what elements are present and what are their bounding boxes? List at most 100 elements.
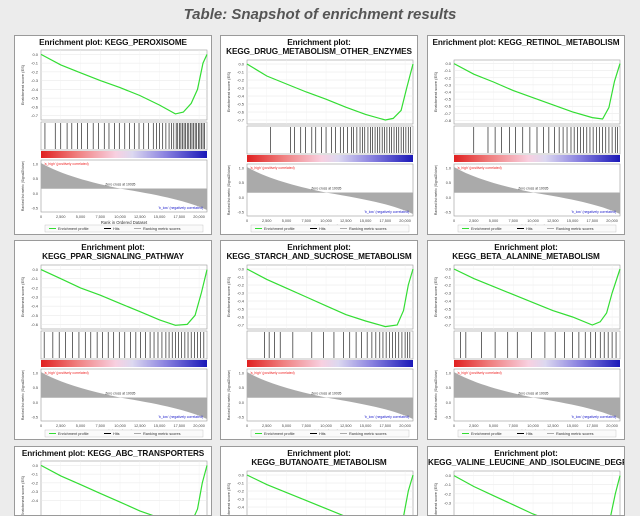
y-tick-label: -0.1 <box>31 472 39 477</box>
legend-label: Enrichment profile <box>58 227 89 231</box>
legend-box <box>457 224 617 233</box>
metric-tick-label: 1.0 <box>239 167 244 171</box>
chart-title: Enrichment plot: KEGG_STARCH_AND_SUCROSE… <box>226 243 412 261</box>
legend-label: Ranking metric scores <box>556 432 594 436</box>
ranking-metric-area <box>247 372 413 419</box>
metric-tick-label: 0.5 <box>33 386 38 390</box>
metric-tick-label: 0.0 <box>239 196 244 200</box>
negative-label: 'b_low' (negatively correlated) <box>364 415 409 419</box>
x-tick-label: 2,500 <box>56 215 66 219</box>
es-plot-frame <box>40 460 208 515</box>
y-tick-label: -0.6 <box>31 104 39 109</box>
ranking-metric-area <box>454 372 620 419</box>
x-axis-label: Rank in Ordered Dataset <box>101 220 148 225</box>
y-tick-label: -0.1 <box>31 61 39 66</box>
es-axis-label: Enrichment score (ES) <box>226 482 231 516</box>
es-axis-label: Enrichment score (ES) <box>20 64 25 105</box>
x-tick-label: 15,000 <box>154 215 166 219</box>
metric-axis-label: Ranked list metric (Signal2Noise) <box>227 370 231 420</box>
y-tick-label: -0.4 <box>237 299 245 304</box>
ranking-metric-area <box>41 372 207 419</box>
enrichment-profile-line <box>453 63 621 120</box>
x-tick-label: 17,500 <box>587 219 599 223</box>
x-tick-label: 2,500 <box>262 424 272 428</box>
metric-tick-label: 0.0 <box>239 401 244 405</box>
y-tick-label: -0.6 <box>444 104 452 109</box>
legend-label: Enrichment profile <box>471 227 502 231</box>
negative-label: 'b_low' (negatively correlated) <box>364 210 409 214</box>
metric-tick-label: 1.0 <box>239 372 244 376</box>
positive-label: 'a_high' (positively correlated) <box>44 371 89 375</box>
legend-label: Ranking metric scores <box>143 432 181 436</box>
x-tick-label: 5,000 <box>282 219 292 223</box>
legend-box <box>250 224 410 233</box>
x-tick-label: 0 <box>40 424 42 428</box>
chart-title: Enrichment plot: KEGG_RETINOL_METABOLISM <box>432 38 620 47</box>
es-axis-label: Enrichment score (ES) <box>433 482 438 516</box>
metric-tick-label: 1.0 <box>446 167 451 171</box>
y-tick-label: -0.2 <box>237 489 245 494</box>
y-tick-label: -0.3 <box>31 78 39 83</box>
metric-tick-label: 0.0 <box>446 401 451 405</box>
legend-label: Enrichment profile <box>471 432 502 436</box>
enrichment-panel: Enrichment plot: KEGG_STARCH_AND_SUCROSE… <box>220 240 418 440</box>
chart-title: Enrichment plot: KEGG_PEROXISOME <box>39 38 187 47</box>
x-tick-label: 7,500 <box>509 219 519 223</box>
es-plot-frame <box>40 49 208 121</box>
x-tick-label: 20,000 <box>193 215 205 219</box>
legend-label: Enrichment profile <box>264 432 295 436</box>
hits-frame <box>40 121 208 151</box>
x-tick-label: 12,500 <box>547 219 559 223</box>
x-tick-label: 20,000 <box>606 219 618 223</box>
x-tick-label: 7,500 <box>509 424 519 428</box>
metric-tick-label: 0.5 <box>239 181 244 185</box>
y-tick-label: -0.6 <box>444 315 452 320</box>
y-tick-label: -0.7 <box>31 113 39 118</box>
x-tick-label: 12,500 <box>340 424 352 428</box>
x-tick-label: 2,500 <box>469 424 479 428</box>
x-tick-label: 12,500 <box>547 424 559 428</box>
legend-label: Hits <box>113 227 120 231</box>
x-tick-label: 10,000 <box>114 215 126 219</box>
enrichment-profile-line <box>246 474 414 515</box>
x-tick-label: 17,500 <box>174 424 186 428</box>
metric-axis-label: Ranked list metric (Signal2Noise) <box>227 165 231 215</box>
x-tick-label: 17,500 <box>587 424 599 428</box>
positive-label: 'a_high' (positively correlated) <box>457 166 502 170</box>
y-tick-label: -0.3 <box>237 497 245 502</box>
es-axis-label: Enrichment score (ES) <box>20 475 25 516</box>
legend-box <box>44 429 204 438</box>
positive-label: 'a_high' (positively correlated) <box>44 162 89 166</box>
es-axis-label: Enrichment score (ES) <box>20 276 25 317</box>
y-tick-label: -0.1 <box>444 275 452 280</box>
y-tick-label: -0.3 <box>237 86 245 91</box>
metric-axis-label: Ranked list metric (Signal2Noise) <box>21 161 25 211</box>
y-tick-label: -0.2 <box>237 78 245 83</box>
x-tick-label: 12,500 <box>134 215 146 219</box>
enrichment-panel: Enrichment plot: KEGG_VALINE_LEUCINE_AND… <box>427 446 625 516</box>
enrichment-chart: 0.0 -0.1 -0.2 -0.3 -0.4 -0.5 -0.6 -0.7 Enrichmen… <box>226 59 414 233</box>
positive-label: 'a_high' (positively correlated) <box>457 371 502 375</box>
enrichment-chart: 0.0 -0.1 -0.2 -0.3 -0.4 Enrichment score (ES) <box>226 470 414 516</box>
legend-label: Hits <box>319 432 326 436</box>
es-axis-label: Enrichment score (ES) <box>433 276 438 317</box>
es-plot-frame <box>246 470 414 515</box>
x-tick-label: 10,000 <box>114 424 126 428</box>
y-tick-label: -0.2 <box>444 75 452 80</box>
y-tick-label: -0.7 <box>444 323 452 328</box>
y-tick-label: -0.4 <box>31 304 39 309</box>
es-plot-frame <box>453 470 621 515</box>
y-tick-label: 0.0 <box>238 62 244 67</box>
rank-color-bar <box>41 360 207 367</box>
x-tick-label: 0 <box>246 424 248 428</box>
hits-frame <box>453 330 621 360</box>
y-tick-label: -0.1 <box>444 482 452 487</box>
es-plot-frame <box>246 264 414 330</box>
rank-color-bar <box>454 360 620 367</box>
legend-label: Enrichment profile <box>264 227 295 231</box>
enrichment-chart: 0.0 -0.1 -0.2 -0.3 -0.4 -0.5 -0.6 Enrichment sc… <box>20 264 208 438</box>
x-tick-label: 0 <box>453 219 455 223</box>
x-tick-label: 15,000 <box>567 219 579 223</box>
y-tick-label: -0.1 <box>237 275 245 280</box>
y-tick-label: -0.3 <box>444 501 452 506</box>
